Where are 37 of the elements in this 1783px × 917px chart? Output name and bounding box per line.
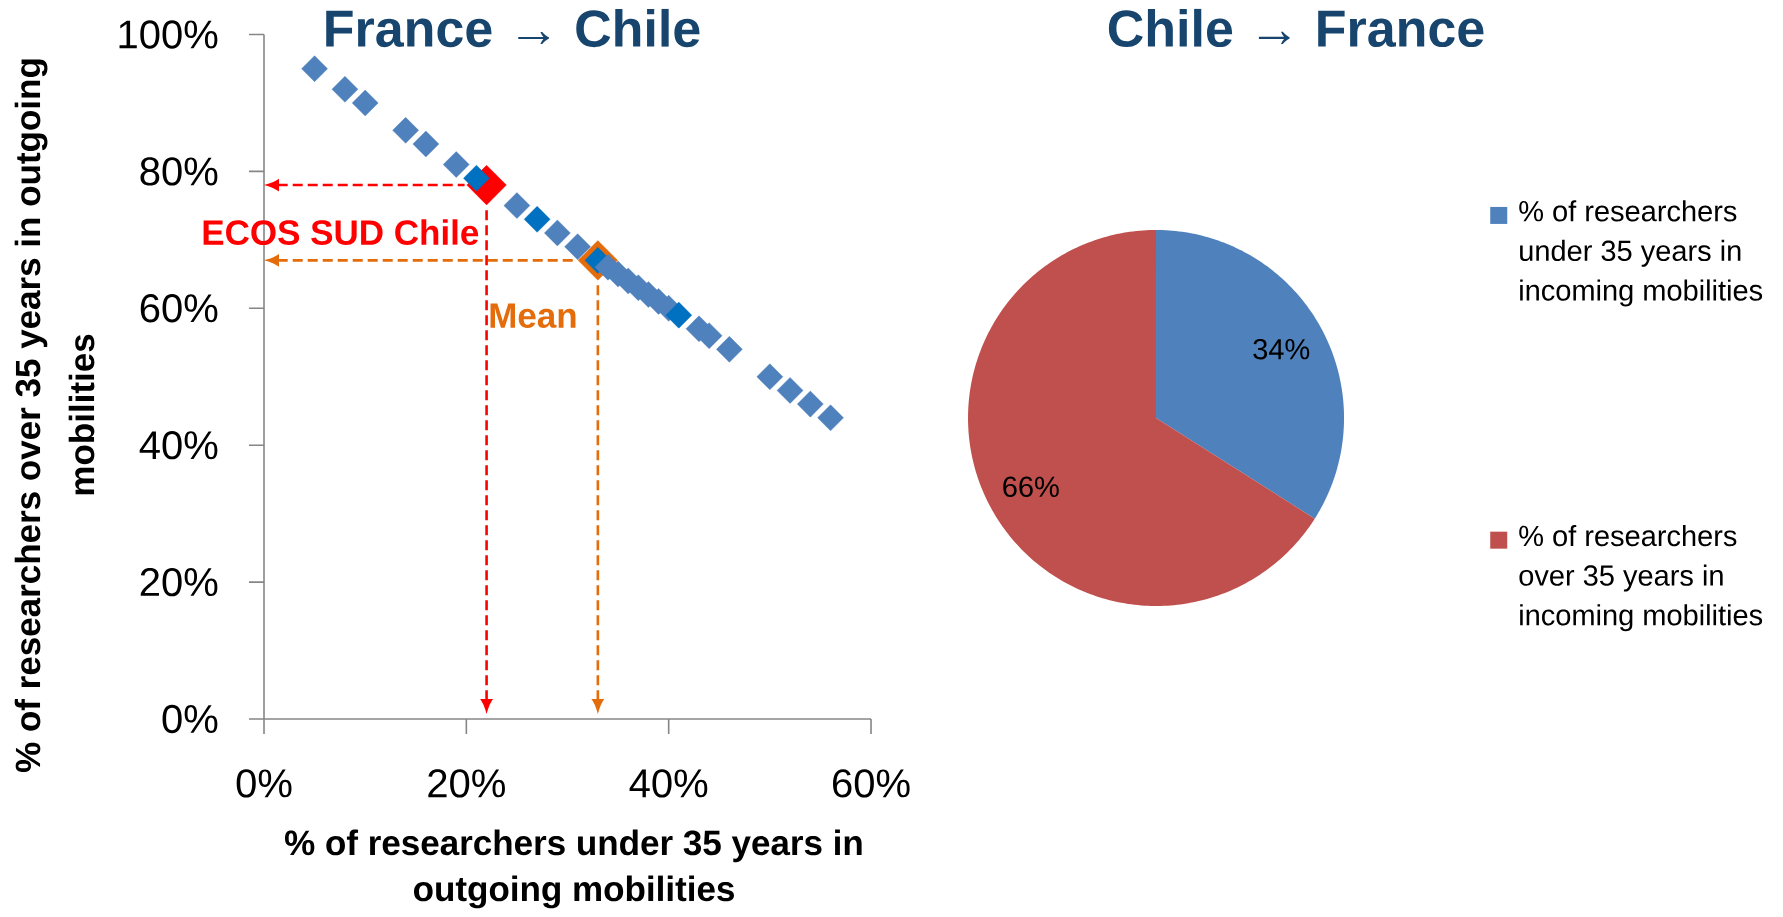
point (797, 390, 824, 418)
point (665, 301, 692, 329)
point (351, 89, 379, 117)
point (544, 219, 571, 247)
data-label: 66% (1003, 476, 1059, 498)
x-tick-label: 60% (833, 769, 910, 798)
x-axis-title: % of researchers under 35 years in outgoing mobilities (285, 829, 862, 909)
y-tick-label: 100% (119, 20, 218, 49)
point (392, 117, 419, 144)
chart-title: France → Chile (326, 8, 700, 48)
point (564, 233, 591, 260)
y-tick-label: 60% (140, 294, 218, 323)
y-tick-label: 20% (140, 567, 218, 597)
y-axis-title: % of researchers over 35 years in outgoing mobilities (14, 59, 95, 773)
point (301, 55, 328, 82)
point (523, 206, 551, 233)
point (463, 165, 490, 192)
x-tick-label: 20% (428, 769, 505, 798)
point (443, 151, 470, 178)
point (817, 404, 844, 432)
legend-label: % of researchers under 35 years in incoming mobilities (1519, 200, 1763, 307)
y-tick-label: 0% (162, 704, 218, 734)
series-label: Mean (490, 303, 576, 328)
chart-title: Chile → France (1108, 8, 1484, 48)
point (756, 363, 784, 390)
x-tick-label: 40% (629, 769, 708, 798)
legend-label: ECOS SUD Chile (203, 219, 479, 245)
point (412, 130, 440, 158)
data-label: 34% (1253, 338, 1310, 360)
point (331, 76, 359, 103)
y-tick-label: 80% (140, 157, 218, 186)
point (716, 336, 743, 363)
point (776, 377, 804, 404)
y-tick-label: 40% (139, 431, 218, 460)
legend-label: % of researchers over 35 years in incoming mobilities (1519, 524, 1763, 632)
point (503, 192, 531, 219)
x-tick-label: 0% (236, 769, 292, 798)
